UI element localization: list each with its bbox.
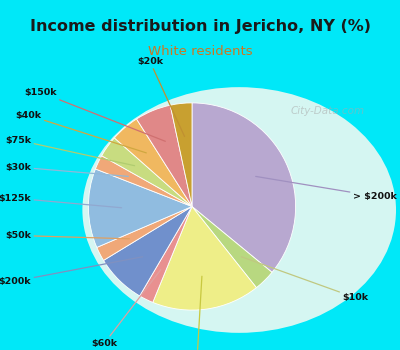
Text: Income distribution in Jericho, NY (%): Income distribution in Jericho, NY (%)	[30, 19, 370, 34]
Text: City-Data.com: City-Data.com	[290, 106, 365, 116]
Text: $125k: $125k	[0, 194, 122, 208]
Text: $150k: $150k	[25, 88, 165, 141]
Text: $50k: $50k	[6, 231, 130, 240]
Wedge shape	[140, 206, 192, 302]
Text: $10k: $10k	[241, 257, 368, 302]
Wedge shape	[192, 103, 296, 272]
Text: $60k: $60k	[91, 270, 161, 348]
Wedge shape	[97, 206, 192, 260]
Wedge shape	[192, 206, 272, 288]
Text: $20k: $20k	[137, 57, 184, 136]
Text: $30k: $30k	[6, 163, 128, 176]
Wedge shape	[96, 156, 192, 206]
Ellipse shape	[82, 87, 396, 333]
Text: $40k: $40k	[16, 111, 146, 153]
Wedge shape	[153, 206, 256, 310]
Wedge shape	[170, 103, 192, 206]
Text: $100k: $100k	[181, 276, 214, 350]
Text: White residents: White residents	[148, 45, 252, 58]
Text: > $200k: > $200k	[256, 176, 396, 201]
Text: $200k: $200k	[0, 257, 143, 286]
Wedge shape	[88, 169, 192, 247]
Wedge shape	[102, 138, 192, 206]
Wedge shape	[136, 105, 192, 206]
Text: $75k: $75k	[5, 136, 134, 166]
Wedge shape	[114, 119, 192, 206]
Wedge shape	[104, 206, 192, 296]
